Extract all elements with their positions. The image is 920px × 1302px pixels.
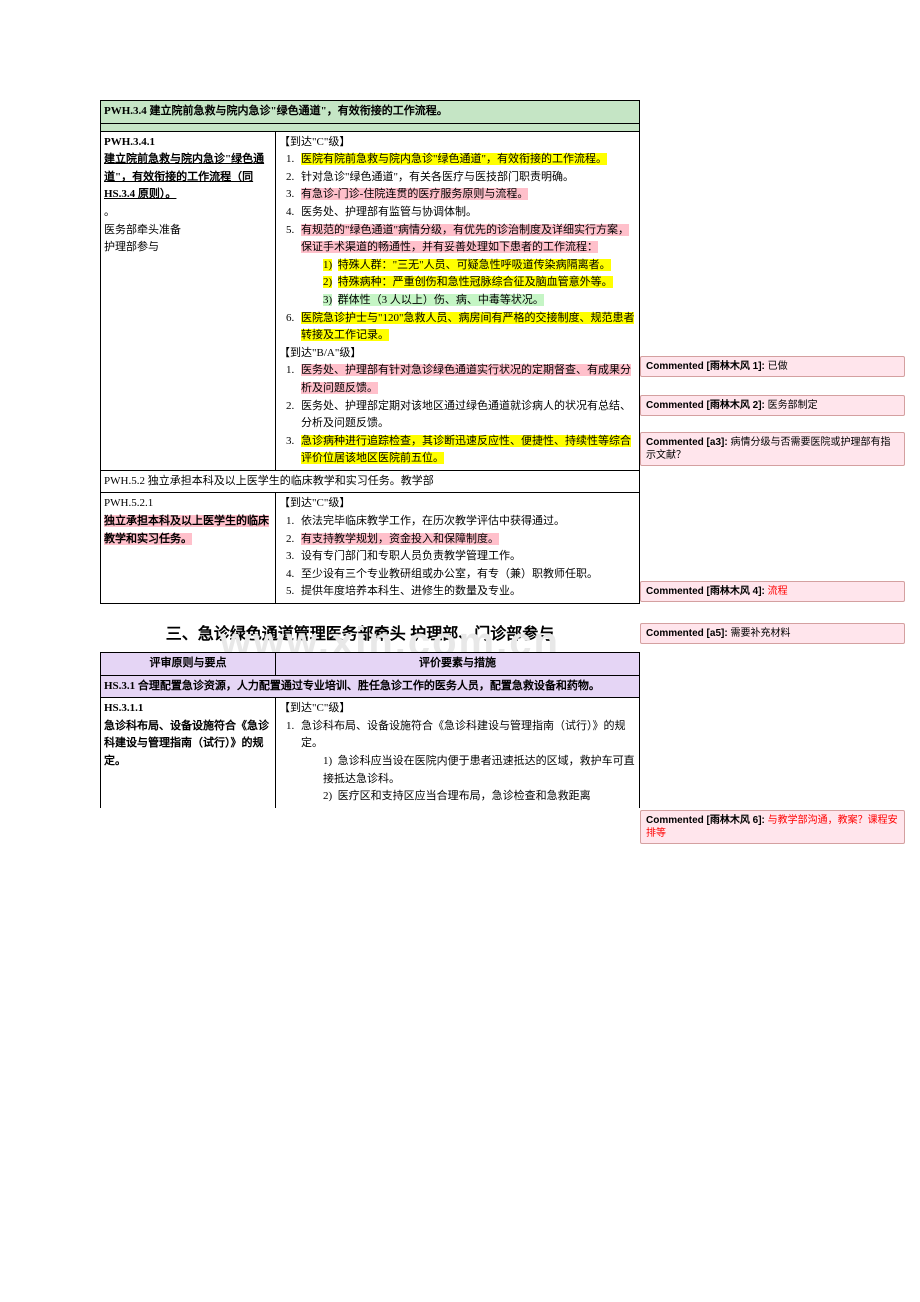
text: 护理部参与 [104, 241, 159, 253]
list-item: 至少设有三个专业教研组或办公室，有专（兼）职教师任职。 [297, 566, 636, 584]
comment-text: 医务部制定 [765, 400, 818, 411]
ba-level-title: 【到达"B/A"级】 [279, 347, 361, 359]
sub-item: 1) 急诊科应当设在医院内便于患者迅速抵达的区域，救护车可直接抵达急诊科。 [301, 753, 636, 788]
comment-author: Commented [雨林木风 6]: [646, 815, 765, 826]
list-item: 有支持教学规划，资金投入和保障制度。 [297, 531, 636, 549]
sub-item: 2) 特殊病种：严重创伤和急性冠脉综合征及脑血管意外等。 [301, 274, 636, 292]
pwh521-code: PWH.5.2.1 [104, 497, 153, 509]
comment-author: Commented [雨林木风 4]: [646, 586, 765, 597]
pwh34-header: PWH.3.4 建立院前急救与院内急诊"绿色通道"，有效衔接的工作流程。 [101, 101, 640, 124]
col-header-2: 评价要素与措施 [276, 653, 640, 676]
table-pwh34: PWH.3.4 建立院前急救与院内急诊"绿色通道"，有效衔接的工作流程。 PWH… [100, 100, 640, 604]
col-header-1: 评审原则与要点 [101, 653, 276, 676]
comment-6[interactable]: Commented [雨林木风 6]: 与教学部沟通，教案？课程安排等 [640, 810, 905, 844]
c-level-title: 【到达"C"级】 [279, 136, 350, 148]
list-item: 有规范的"绿色通道"病情分级，有优先的诊治制度及详细实行方案，保证手术渠道的畅通… [297, 222, 636, 310]
pwh52-header: PWH.5.2 独立承担本科及以上医学生的临床教学和实习任务。教学部 [101, 470, 640, 493]
pwh341-right: 【到达"C"级】 医院有院前急救与院内急诊"绿色通道"，有效衔接的工作流程。 针… [276, 131, 640, 470]
pwh521-left: PWH.5.2.1 独立承担本科及以上医学生的临床教学和实习任务。 [101, 493, 276, 604]
comment-author: Commented [雨林木风 2]: [646, 400, 765, 411]
comment-2[interactable]: Commented [雨林木风 2]: 医务部制定 [640, 395, 905, 416]
comment-1[interactable]: Commented [雨林木风 1]: 已做 [640, 356, 905, 377]
hs311-left: HS.3.1.1 急诊科布局、设备设施符合《急诊科建设与管理指南（试行）》的规定… [101, 698, 276, 808]
hs311-right: 【到达"C"级】 急诊科布局、设备设施符合《急诊科建设与管理指南（试行）》的规定… [276, 698, 640, 808]
list-item: 急诊科布局、设备设施符合《急诊科建设与管理指南（试行）》的规定。 1) 急诊科应… [297, 718, 636, 806]
spacer [101, 123, 640, 131]
table-hs31: 评审原则与要点 评价要素与措施 HS.3.1 合理配置急诊资源，人力配置通过专业… [100, 652, 640, 808]
comment-author: Commented [a5]: [646, 628, 728, 639]
text: 医务部牵头准备 [104, 224, 181, 236]
list-item: 设有专门部门和专职人员负责教学管理工作。 [297, 548, 636, 566]
comment-author: Commented [雨林木风 1]: [646, 361, 765, 372]
hl-text: 有急诊-门诊-住院连贯的医疗服务原则与流程。 [301, 188, 528, 200]
comment-text: 需要补充材料 [728, 628, 791, 639]
hl-text: 有规范的"绿色通道"病情分级，有优先的诊治制度及详细实行方案，保证手术渠道的畅通… [301, 224, 629, 254]
hs31-header: HS.3.1 合理配置急诊资源，人力配置通过专业培训、胜任急诊工作的医务人员，配… [101, 675, 640, 698]
list-item: 急诊病种进行追踪检查，其诊断迅速反应性、便捷性、持续性等综合评价位居该地区医院前… [297, 433, 636, 468]
list-item: 针对急诊"绿色通道"，有关各医疗与医技部门职责明确。 [297, 169, 636, 187]
hl-text: 医院有院前急救与院内急诊"绿色通道"，有效衔接的工作流程。 [301, 153, 607, 165]
pwh521-right: 【到达"C"级】 依法完毕临床教学工作，在历次教学评估中获得通过。 有支持教学规… [276, 493, 640, 604]
list-item: 提供年度培养本科生、进修生的数量及专业。 [297, 583, 636, 601]
hl-text: 急诊病种进行追踪检查，其诊断迅速反应性、便捷性、持续性等综合评价位居该地区医院前… [301, 435, 631, 465]
c-level-title: 【到达"C"级】 [279, 702, 350, 714]
text: 。 [104, 206, 115, 218]
list-item: 有急诊-门诊-住院连贯的医疗服务原则与流程。 [297, 186, 636, 204]
pwh341-title: 建立院前急救与院内急诊"绿色通道"，有效衔接的工作流程（同 HS.3.4 原则）… [104, 153, 264, 200]
sub-item: 2) 医疗区和支持区应当合理布局，急诊检查和急救距离 [301, 788, 636, 806]
list-item: 医务处、护理部定期对该地区通过绿色通道就诊病人的状况有总结、分析及问题反馈。 [297, 398, 636, 433]
hl-text: 医院急诊护士与"120"急救人员、病房间有严格的交接制度、规范患者转接及工作记录… [301, 312, 634, 342]
c-level-title: 【到达"C"级】 [279, 497, 350, 509]
comment-text: 流程 [765, 586, 788, 597]
comment-author: Commented [a3]: [646, 437, 728, 448]
list-item: 医院急诊护士与"120"急救人员、病房间有严格的交接制度、规范患者转接及工作记录… [297, 310, 636, 345]
list-item: 医院有院前急救与院内急诊"绿色通道"，有效衔接的工作流程。 [297, 151, 636, 169]
comment-3[interactable]: Commented [a3]: 病情分级与否需要医院或护理部有指示文献？ [640, 432, 905, 466]
pwh341-code: PWH.3.4.1 [104, 136, 155, 148]
pwh341-left: PWH.3.4.1 建立院前急救与院内急诊"绿色通道"，有效衔接的工作流程（同 … [101, 131, 276, 470]
pwh521-title: 独立承担本科及以上医学生的临床教学和实习任务。 [104, 515, 269, 545]
list-item: 依法完毕临床教学工作，在历次教学评估中获得通过。 [297, 513, 636, 531]
sub-item: 3) 群体性（3 人以上）伤、病、中毒等状况。 [301, 292, 636, 310]
hs311-code: HS.3.1.1 [104, 702, 143, 714]
hl-text: 医务处、护理部有针对急诊绿色通道实行状况的定期督查、有成果分析及问题反馈。 [301, 364, 631, 394]
comment-text: 已做 [765, 361, 788, 372]
list-item: 医务处、护理部有针对急诊绿色通道实行状况的定期督查、有成果分析及问题反馈。 [297, 362, 636, 397]
comment-4[interactable]: Commented [雨林木风 4]: 流程 [640, 581, 905, 602]
list-item: 医务处、护理部有监管与协调体制。 [297, 204, 636, 222]
hs311-title: 急诊科布局、设备设施符合《急诊科建设与管理指南（试行）》的规定。 [104, 720, 269, 767]
sub-item: 1) 特殊人群："三无"人员、可疑急性呼吸道传染病隔离者。 [301, 257, 636, 275]
comment-5[interactable]: Commented [a5]: 需要补充材料 [640, 623, 905, 644]
